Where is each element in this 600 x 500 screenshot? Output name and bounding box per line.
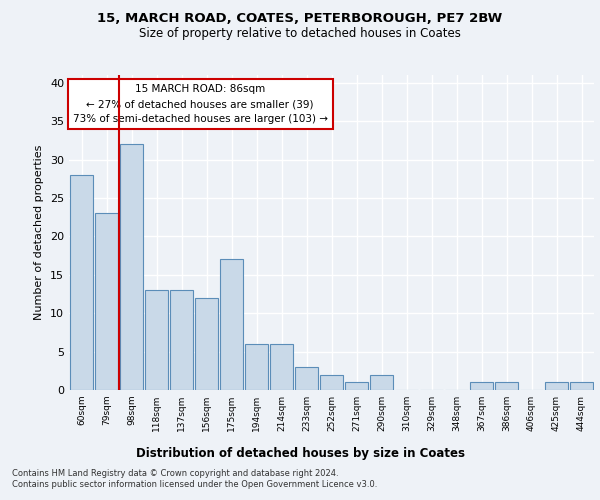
Bar xyxy=(370,374,393,390)
Text: 15, MARCH ROAD, COATES, PETERBOROUGH, PE7 2BW: 15, MARCH ROAD, COATES, PETERBOROUGH, PE… xyxy=(97,12,503,26)
Bar xyxy=(545,382,568,390)
Bar xyxy=(295,367,318,390)
Bar xyxy=(145,290,168,390)
Bar xyxy=(270,344,293,390)
Y-axis label: Number of detached properties: Number of detached properties xyxy=(34,145,44,320)
Bar xyxy=(170,290,193,390)
Bar xyxy=(470,382,493,390)
Bar xyxy=(70,175,93,390)
Bar xyxy=(495,382,518,390)
Bar xyxy=(345,382,368,390)
Bar xyxy=(120,144,143,390)
Text: 15 MARCH ROAD: 86sqm
← 27% of detached houses are smaller (39)
73% of semi-detac: 15 MARCH ROAD: 86sqm ← 27% of detached h… xyxy=(73,84,328,124)
Text: Size of property relative to detached houses in Coates: Size of property relative to detached ho… xyxy=(139,28,461,40)
Text: Contains public sector information licensed under the Open Government Licence v3: Contains public sector information licen… xyxy=(12,480,377,489)
Bar xyxy=(570,382,593,390)
Bar xyxy=(220,260,243,390)
Bar xyxy=(245,344,268,390)
Bar xyxy=(195,298,218,390)
Bar xyxy=(320,374,343,390)
Text: Distribution of detached houses by size in Coates: Distribution of detached houses by size … xyxy=(136,448,464,460)
Text: Contains HM Land Registry data © Crown copyright and database right 2024.: Contains HM Land Registry data © Crown c… xyxy=(12,468,338,477)
Bar xyxy=(95,214,118,390)
